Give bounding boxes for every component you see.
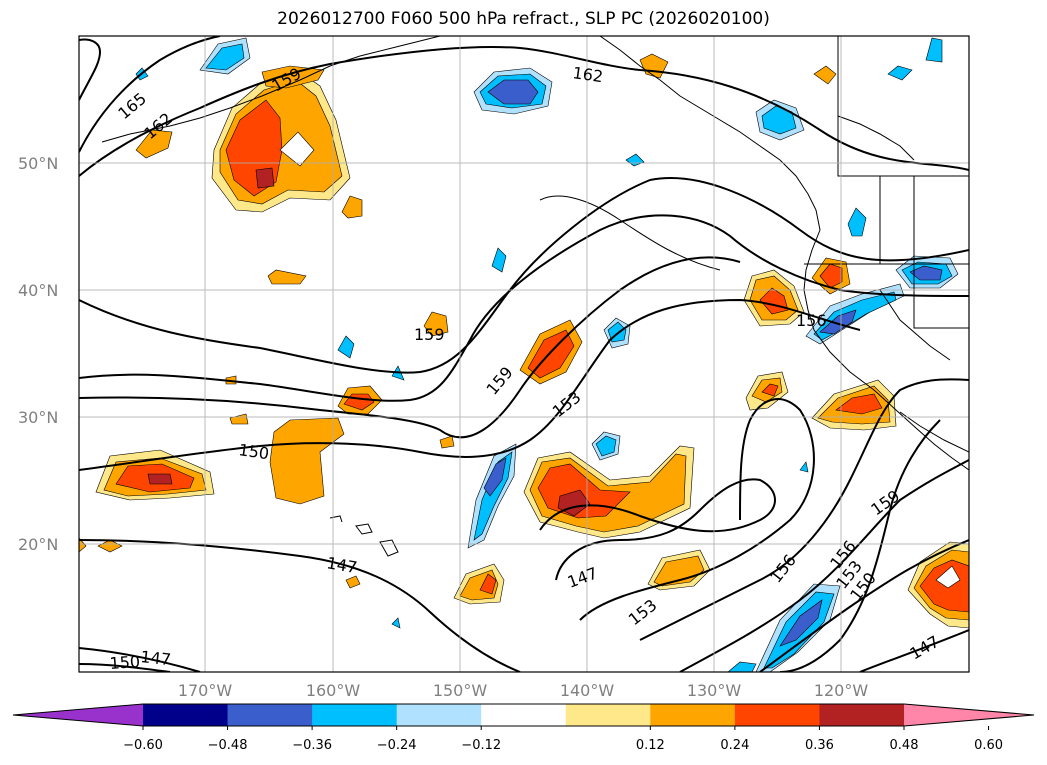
contour-label-162: 162: [571, 63, 604, 86]
slp-contours-thin: [539, 195, 721, 271]
colorbar-bin: [734, 704, 820, 726]
colorbar-bin: [396, 704, 482, 726]
colorbar-bin: [650, 704, 736, 726]
positive-anomaly-shading: [79, 53, 969, 629]
colorbar: −0.60 −0.48 −0.36 −0.24 −0.12 0.12 0.24 0.36 0.4…: [12, 703, 1035, 753]
colorbar-bin: [565, 704, 651, 726]
lat-tick-50n: 50°N: [18, 154, 58, 173]
latitude-ticks: 50°N 40°N 30°N 20°N: [18, 154, 58, 554]
colorbar-tick-label: −0.60: [123, 738, 163, 753]
colorbar-tick-label: −0.12: [461, 738, 501, 753]
colorbar-bin: [481, 704, 567, 726]
colorbar-tick-label: 0.36: [805, 738, 834, 753]
colorbar-tick-label: 0.24: [720, 738, 749, 753]
lon-tick-130w: 130°W: [687, 681, 742, 700]
contour-label-147: 147: [140, 647, 172, 669]
contour-label-159: 159: [414, 325, 445, 344]
colorbar-bin: [227, 704, 313, 726]
slp-contours: [79, 36, 969, 672]
longitude-ticks: 170°W 160°W 150°W 140°W 130°W 120°W: [178, 681, 869, 700]
lat-tick-40n: 40°N: [18, 281, 58, 300]
colorbar-bin: [312, 704, 398, 726]
coastlines: [101, 36, 969, 471]
lat-tick-20n: 20°N: [18, 535, 58, 554]
map-border: [78, 35, 970, 673]
lat-tick-30n: 30°N: [18, 408, 58, 427]
colorbar-extend-low: [13, 704, 143, 726]
colorbar-tick-label: −0.48: [208, 738, 248, 753]
contour-label-156: 156: [796, 311, 827, 330]
lon-tick-120w: 120°W: [814, 681, 869, 700]
colorbar-bin: [143, 704, 229, 726]
lon-tick-150w: 150°W: [433, 681, 488, 700]
lon-tick-170w: 170°W: [178, 681, 233, 700]
map-title: 2026012700 F060 500 hPa refract., SLP PC…: [277, 9, 770, 29]
colorbar-extend-high: [904, 704, 1034, 726]
colorbar-tick-label: 0.12: [636, 738, 665, 753]
colorbar-tick-label: −0.36: [292, 738, 332, 753]
contour-label-150: 150: [109, 652, 141, 673]
colorbar-bin: [819, 704, 905, 726]
lon-tick-140w: 140°W: [560, 681, 615, 700]
colorbar-tick-label: 0.48: [890, 738, 919, 753]
lon-tick-160w: 160°W: [306, 681, 361, 700]
contour-label-150: 150: [237, 440, 270, 463]
colorbar-tick-label: 0.60: [974, 738, 1003, 753]
colorbar-tick-label: −0.24: [377, 738, 417, 753]
graticule: [79, 36, 969, 672]
